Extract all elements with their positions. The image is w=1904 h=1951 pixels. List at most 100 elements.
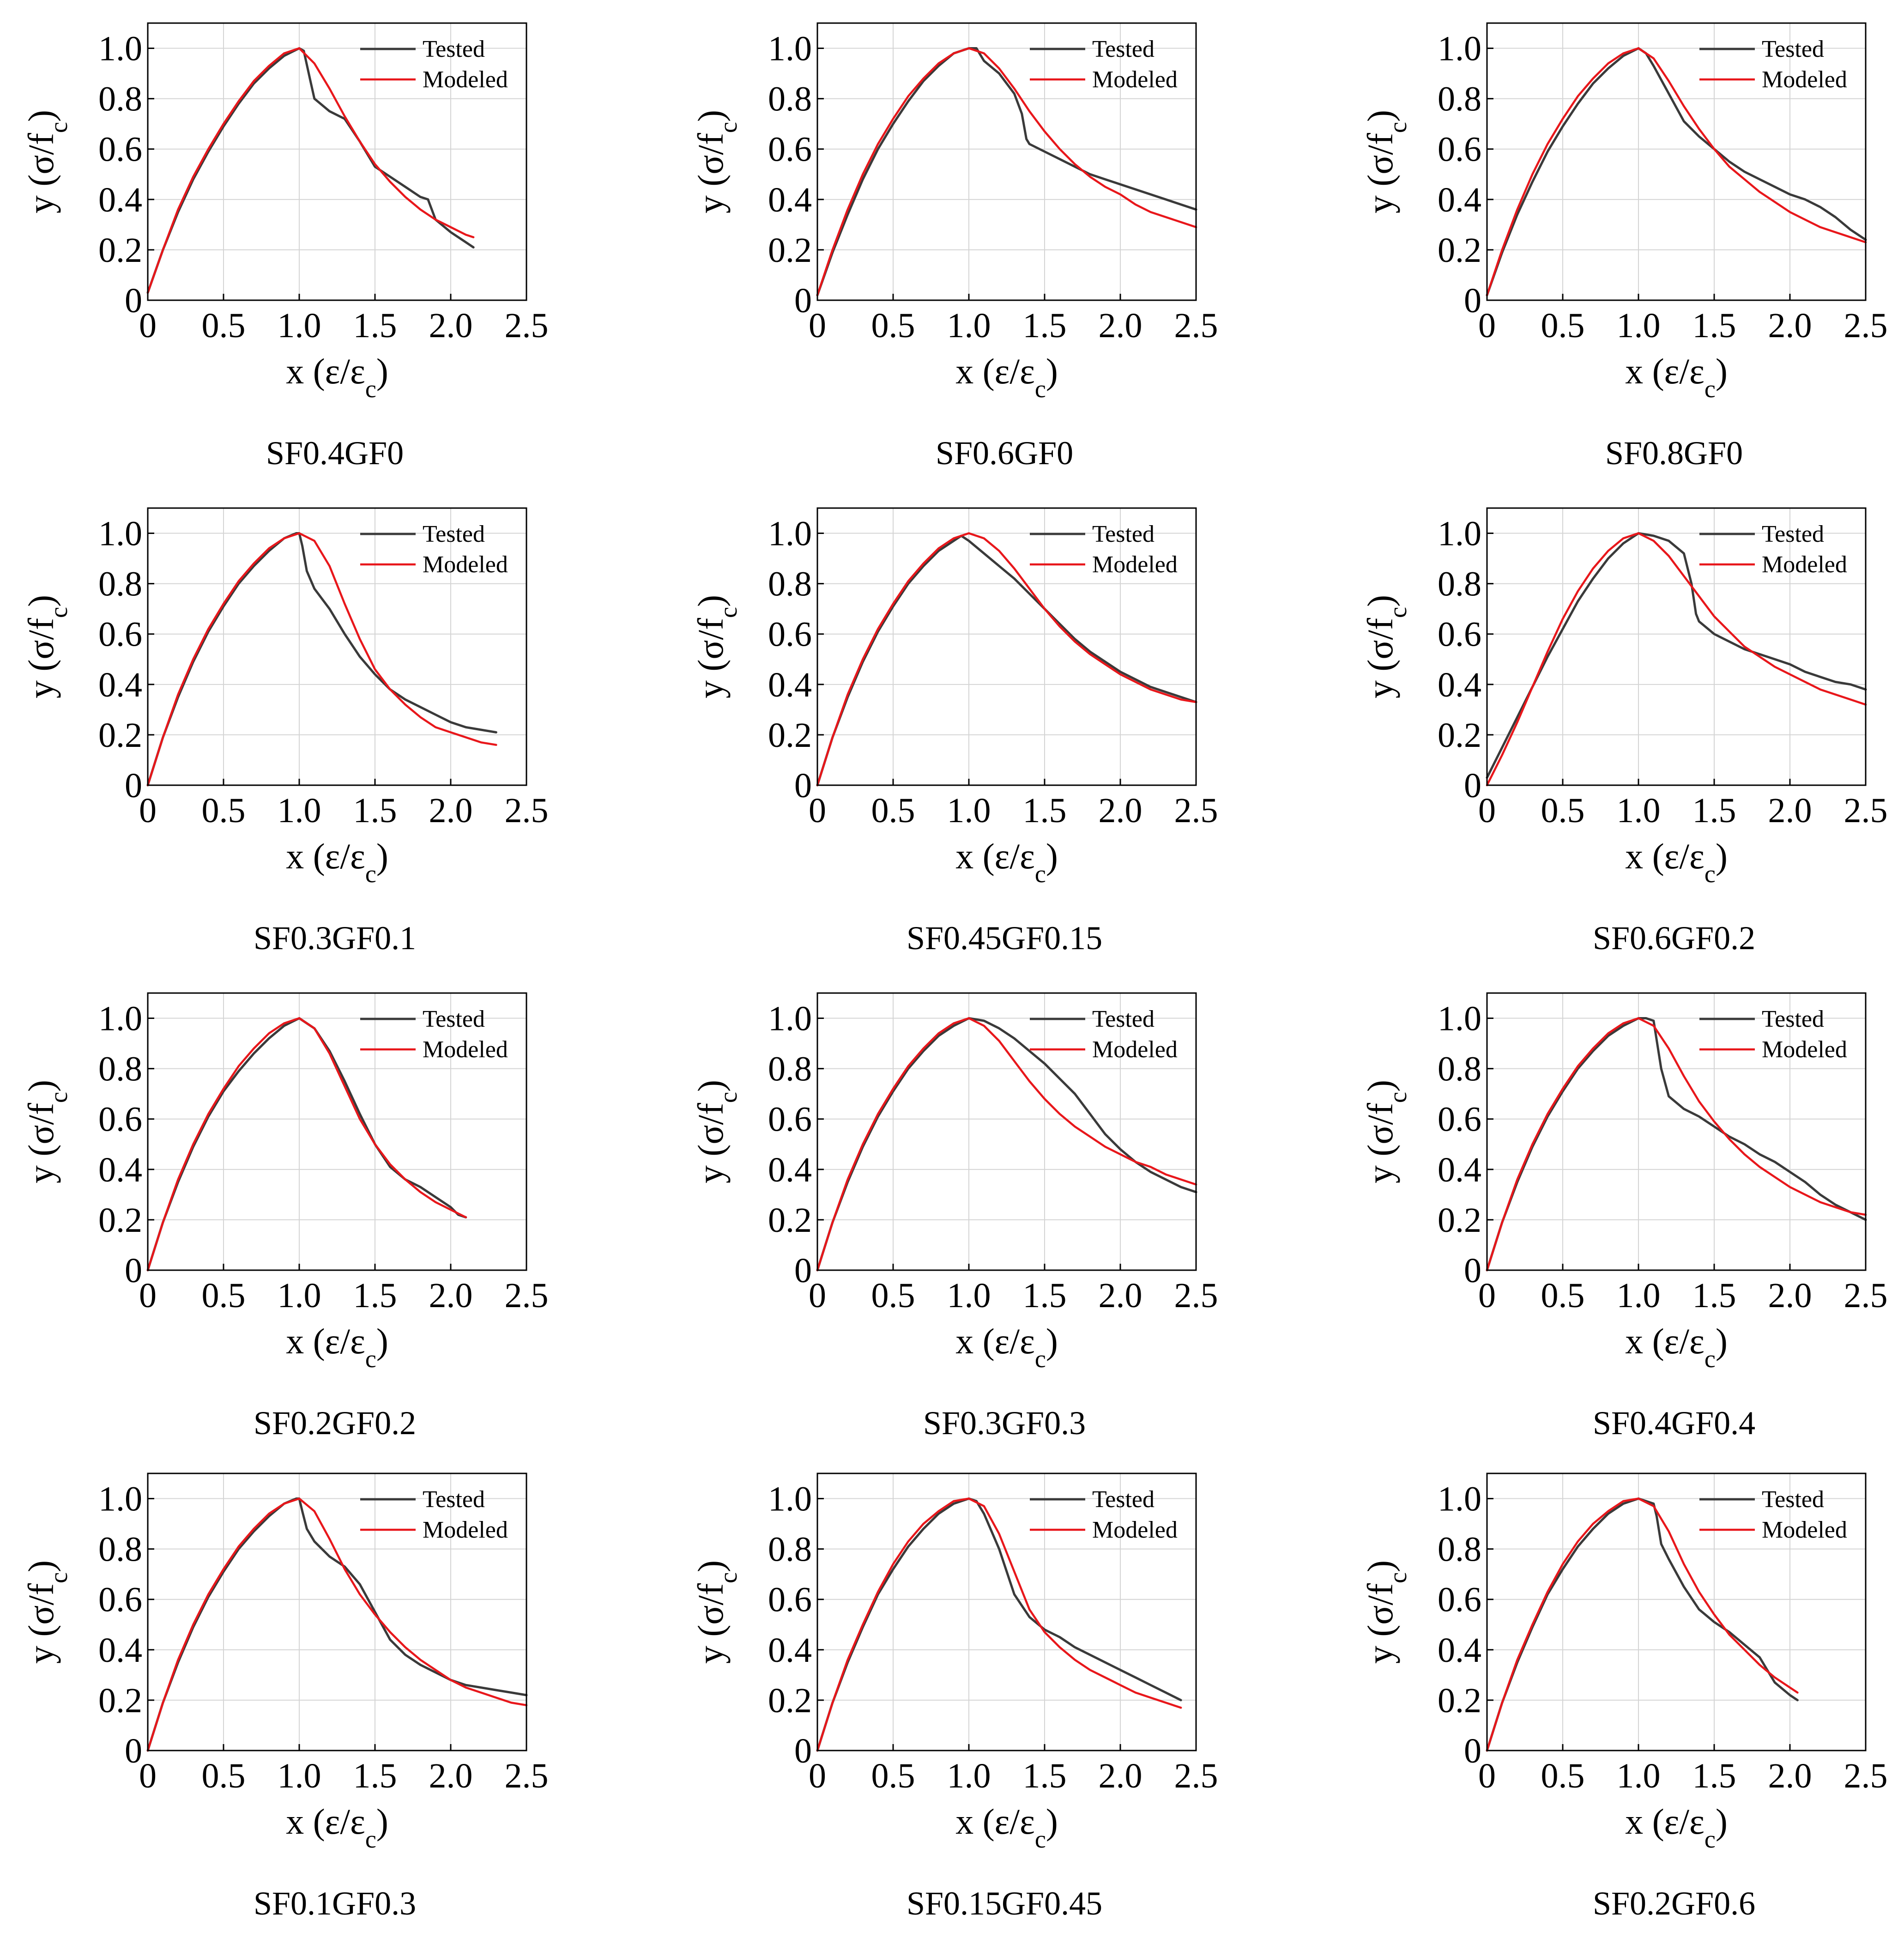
x-tick-label: 2.0 bbox=[1099, 791, 1142, 830]
legend-modeled-label: Modeled bbox=[1762, 1517, 1847, 1543]
y-tick-label: 0 bbox=[125, 1732, 142, 1770]
x-tick-label: 2.5 bbox=[1844, 791, 1888, 830]
legend-tested-label: Tested bbox=[1092, 1006, 1154, 1032]
y-tick-label: 1.0 bbox=[98, 30, 142, 68]
y-tick-label: 0 bbox=[1464, 1732, 1481, 1770]
y-tick-label: 0 bbox=[794, 1732, 812, 1770]
x-tick-label: 2.0 bbox=[1768, 1276, 1812, 1315]
series-modeled-line bbox=[1486, 1497, 1799, 1752]
x-tick-label: 0.5 bbox=[1541, 1757, 1585, 1795]
chart-panel-3: 0 0.5 1.0 1.5 2.0 2.5 0 0.2 0.4 0.6 0.8 1.0 x (ε/εc)… bbox=[1360, 22, 1888, 403]
series-tested-line bbox=[816, 534, 1197, 787]
y-tick-label: 0.6 bbox=[768, 1581, 812, 1619]
y-tick-label: 0.2 bbox=[768, 1681, 812, 1720]
series-modeled-line bbox=[816, 1497, 1182, 1752]
x-tick-label: 2.0 bbox=[429, 1757, 473, 1795]
y-tick-label: 0.6 bbox=[1438, 1100, 1481, 1139]
x-tick-label: 1.5 bbox=[1023, 1757, 1067, 1795]
x-tick-label: 1.0 bbox=[278, 1276, 321, 1315]
x-tick-label: 0.5 bbox=[1541, 1276, 1585, 1315]
x-axis-title: x (ε/εc) bbox=[955, 1801, 1058, 1853]
y-tick-label: 0 bbox=[1464, 281, 1481, 320]
y-tick-label: 1.0 bbox=[768, 30, 812, 68]
x-tick-label: 2.5 bbox=[1174, 306, 1218, 345]
plot-frame bbox=[816, 1472, 1197, 1751]
y-tick-label: 1.0 bbox=[1438, 1480, 1481, 1519]
series-modeled-line bbox=[816, 47, 1197, 297]
panel-caption: SF0.4GF0 bbox=[266, 435, 404, 472]
y-tick-label: 0 bbox=[125, 1251, 142, 1290]
y-axis-title: y (σ/fc) bbox=[1360, 110, 1412, 213]
x-tick-label: 2.0 bbox=[429, 306, 473, 345]
y-tick-label: 0.2 bbox=[1438, 1681, 1481, 1720]
x-tick-label: 1.0 bbox=[947, 1757, 991, 1795]
panel-caption: SF0.3GF0.1 bbox=[253, 920, 417, 957]
y-tick-label: 1.0 bbox=[1438, 1000, 1481, 1038]
plot-area bbox=[148, 993, 526, 1270]
series-tested-line bbox=[146, 532, 497, 787]
panel-caption: SF0.45GF0.15 bbox=[906, 920, 1103, 957]
y-tick-label: 0.8 bbox=[1438, 80, 1481, 119]
y-tick-label: 0.6 bbox=[98, 1581, 142, 1619]
y-tick-label: 0.8 bbox=[1438, 1050, 1481, 1089]
plot-frame bbox=[147, 1472, 527, 1751]
x-tick-label: 1.0 bbox=[1617, 306, 1661, 345]
x-tick-label: 0.5 bbox=[1541, 306, 1585, 345]
y-tick-label: 1.0 bbox=[98, 1480, 142, 1519]
y-tick-label: 0.4 bbox=[1438, 1631, 1481, 1670]
x-tick-label: 1.0 bbox=[278, 1757, 321, 1795]
x-tick-label: 0.5 bbox=[871, 306, 915, 345]
y-tick-label: 0.4 bbox=[768, 1151, 812, 1189]
y-tick-label: 0.4 bbox=[1438, 1151, 1481, 1189]
y-tick-label: 1.0 bbox=[768, 1480, 812, 1519]
y-tick-label: 0.2 bbox=[1438, 1201, 1481, 1240]
panel-caption: SF0.3GF0.3 bbox=[923, 1405, 1086, 1442]
y-tick-label: 0.8 bbox=[768, 1050, 812, 1089]
x-tick-label: 0 bbox=[1478, 791, 1496, 830]
x-tick-label: 1.5 bbox=[353, 1757, 397, 1795]
y-tick-label: 0.6 bbox=[768, 1100, 812, 1139]
y-tick-label: 0.4 bbox=[98, 1631, 142, 1670]
y-axis-title: y (σ/fc) bbox=[690, 1560, 742, 1664]
series-modeled-line bbox=[816, 1017, 1197, 1272]
series-tested-line bbox=[1486, 1017, 1867, 1272]
y-tick-label: 1.0 bbox=[1438, 515, 1481, 553]
y-axis-title: y (σ/fc) bbox=[1360, 1560, 1412, 1664]
plot-frame bbox=[1486, 507, 1867, 786]
legend-modeled-label: Modeled bbox=[1092, 1036, 1178, 1063]
plot-frame bbox=[1486, 992, 1867, 1271]
x-tick-label: 1.0 bbox=[947, 791, 991, 830]
x-tick-label: 1.0 bbox=[1617, 1276, 1661, 1315]
x-tick-label: 1.5 bbox=[1692, 791, 1736, 830]
series-modeled-line bbox=[1486, 532, 1867, 787]
plot-area bbox=[148, 1473, 526, 1751]
y-tick-label: 0.4 bbox=[98, 1151, 142, 1189]
x-tick-label: 0 bbox=[139, 1276, 157, 1315]
x-tick-label: 0 bbox=[1478, 1276, 1496, 1315]
y-tick-label: 0.4 bbox=[98, 181, 142, 219]
y-tick-label: 0.2 bbox=[768, 231, 812, 270]
y-tick-label: 1.0 bbox=[1438, 30, 1481, 68]
y-tick-label: 0.8 bbox=[768, 80, 812, 119]
chart-panel-9: 0 0.5 1.0 1.5 2.0 2.5 0 0.2 0.4 0.6 0.8 1.0 x (ε/εc)… bbox=[1360, 992, 1888, 1373]
plot-area bbox=[1487, 993, 1866, 1270]
plot-frame bbox=[1486, 1472, 1867, 1751]
x-tick-label: 1.5 bbox=[353, 306, 397, 345]
y-tick-label: 0.8 bbox=[98, 1530, 142, 1569]
y-tick-label: 1.0 bbox=[98, 515, 142, 553]
y-tick-label: 0.8 bbox=[768, 565, 812, 604]
plot-area bbox=[817, 23, 1196, 300]
series-tested-line bbox=[816, 1497, 1182, 1752]
x-tick-label: 1.5 bbox=[1692, 306, 1736, 345]
x-tick-label: 2.5 bbox=[1844, 306, 1888, 345]
chart-panel-4: 0 0.5 1.0 1.5 2.0 2.5 0 0.2 0.4 0.6 0.8 1.0 x (ε/εc)… bbox=[21, 507, 549, 888]
y-axis-title: y (σ/fc) bbox=[690, 110, 742, 213]
y-tick-label: 0.8 bbox=[98, 1050, 142, 1089]
plot-frame bbox=[816, 507, 1197, 786]
y-tick-label: 0.6 bbox=[98, 1100, 142, 1139]
x-axis-title: x (ε/εc) bbox=[1625, 836, 1728, 888]
y-tick-label: 0.6 bbox=[768, 615, 812, 654]
x-tick-label: 1.0 bbox=[1617, 1757, 1661, 1795]
y-tick-label: 0.8 bbox=[98, 80, 142, 119]
legend-modeled-label: Modeled bbox=[423, 551, 508, 578]
